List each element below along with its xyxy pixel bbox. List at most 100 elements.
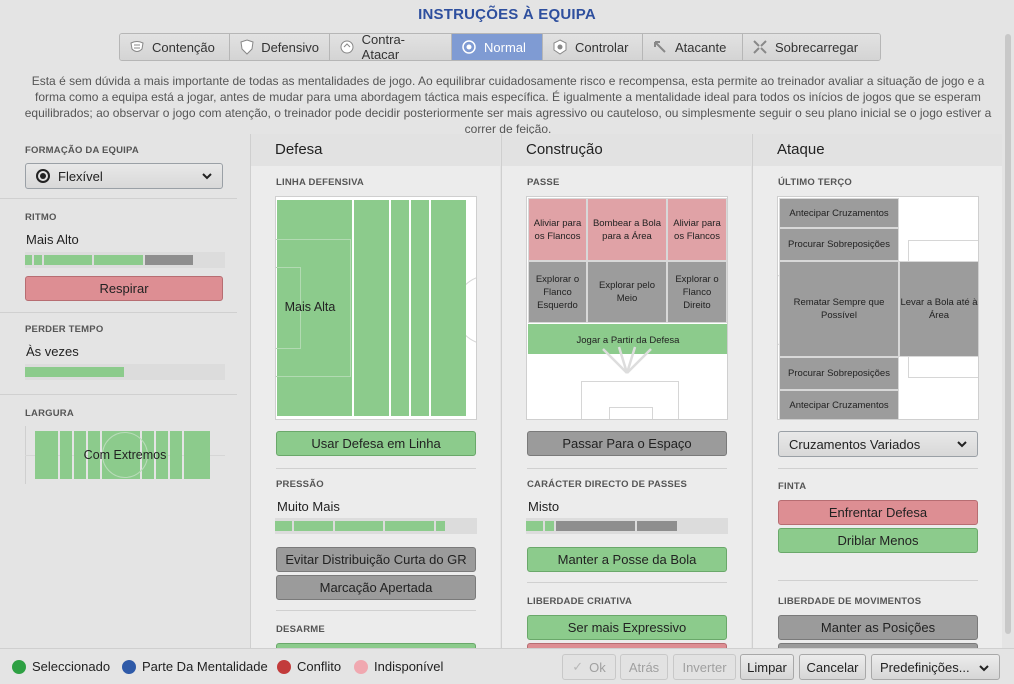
procurar-sobreposicoes-top-zone[interactable]: Procurar Sobreposições	[779, 228, 899, 261]
team-settings-panel: FORMAÇÃO DA EQUIPA Flexível RITMO Mais A…	[0, 134, 250, 648]
scrollbar-thumb[interactable]	[1005, 34, 1011, 634]
antecipar-cruzamentos-top-zone[interactable]: Antecipar Cruzamentos	[779, 198, 899, 228]
manter-posse-button[interactable]: Manter a Posse da Bola	[527, 547, 727, 572]
ataque-column: Ataque ÚLTIMO TERÇO Antecipar Cruzamento…	[752, 134, 1002, 648]
aliviar-flancos-dir-zone[interactable]: Aliviar para os Flancos	[667, 198, 727, 261]
perder-tempo-slider[interactable]	[25, 364, 225, 380]
enfrentar-defesa-button[interactable]: Enfrentar Defesa	[778, 500, 978, 525]
caracter-directo-slider[interactable]	[526, 518, 728, 534]
tab-contra-atacar[interactable]: Contra-Atacar	[330, 34, 452, 60]
passe-label: PASSE	[527, 177, 560, 188]
legend-seleccionado: Seleccionado	[12, 659, 110, 674]
divider	[0, 312, 237, 313]
tab-controlar[interactable]: Controlar	[543, 34, 643, 60]
jogar-defesa-zone[interactable]: Jogar a Partir da Defesa	[528, 324, 727, 354]
bombear-zone[interactable]: Bombear a Bola para a Área	[587, 198, 667, 261]
legend-label: Indisponível	[374, 659, 444, 674]
contencao-icon	[128, 38, 146, 56]
pink-dot-icon	[354, 659, 368, 674]
divider	[276, 610, 476, 611]
balance-icon	[460, 38, 478, 56]
ritmo-slider[interactable]	[25, 252, 225, 268]
explorar-meio-zone[interactable]: Explorar pelo Meio	[587, 261, 667, 323]
antecipar-cruzamentos-bottom-zone[interactable]: Antecipar Cruzamentos	[779, 390, 899, 419]
rematar-zone[interactable]: Rematar Sempre que Possível	[779, 261, 899, 357]
linha-defensiva-label: LINHA DEFENSIVA	[276, 177, 364, 188]
tab-sobrecarregar[interactable]: Sobrecarregar	[743, 34, 880, 60]
divider	[276, 468, 476, 469]
ataque-title: Ataque	[753, 134, 1002, 166]
usar-defesa-em-linha-button[interactable]: Usar Defesa em Linha	[276, 431, 476, 456]
manter-posicoes-button[interactable]: Manter as Posições	[778, 615, 978, 640]
limpar-button[interactable]: Limpar	[740, 654, 794, 680]
pressao-label: PRESSÃO	[276, 479, 324, 490]
tab-label: Normal	[484, 39, 526, 55]
formation-value: Flexível	[58, 168, 103, 184]
divider	[778, 468, 978, 469]
tab-normal[interactable]: Normal	[452, 34, 543, 60]
caracter-directo-value: Misto	[528, 499, 560, 514]
linha-defensiva-value: Mais Alta	[284, 299, 336, 314]
tab-label: Defensivo	[261, 39, 319, 55]
liberdade-criativa-label: LIBERDADE CRIATIVA	[527, 596, 633, 607]
ser-mais-expressivo-button[interactable]: Ser mais Expressivo	[527, 615, 727, 640]
respirar-button[interactable]: Respirar	[25, 276, 223, 301]
tab-defensivo[interactable]: Defensivo	[230, 34, 330, 60]
cancelar-button[interactable]: Cancelar	[799, 654, 866, 680]
liberdade-movimentos-label: LIBERDADE DE MOVIMENTOS	[778, 596, 922, 607]
ritmo-value: Mais Alto	[26, 232, 79, 247]
largura-pitch[interactable]: Com Extremos	[25, 426, 225, 484]
formation-icon	[36, 169, 50, 183]
liberdade-red-button[interactable]	[527, 643, 727, 648]
passar-para-espaco-button[interactable]: Passar Para o Espaço	[527, 431, 727, 456]
tab-label: Contra-Atacar	[361, 33, 406, 61]
pass-arrows-icon	[602, 346, 652, 374]
legend-label: Parte Da Mentalidade	[142, 659, 268, 674]
divider	[778, 580, 978, 581]
aliviar-flancos-esq-zone[interactable]: Aliviar para os Flancos	[528, 198, 587, 261]
overload-icon	[751, 38, 769, 56]
driblar-menos-button[interactable]: Driblar Menos	[778, 528, 978, 553]
desarme-label: DESARME	[276, 624, 325, 635]
marcacao-apertada-button[interactable]: Marcação Apertada	[276, 575, 476, 600]
cruzamentos-dropdown[interactable]: Cruzamentos Variados	[778, 431, 978, 457]
attack-icon	[651, 38, 669, 56]
red-dot-icon	[277, 659, 291, 674]
legend-label: Seleccionado	[32, 659, 111, 674]
counter-icon	[338, 38, 356, 56]
passe-pitch[interactable]: Aliviar para os Flancos Bombear a Bola p…	[526, 196, 728, 420]
movimentos-second-button[interactable]	[778, 643, 978, 648]
procurar-sobreposicoes-bottom-zone[interactable]: Procurar Sobreposições	[779, 357, 899, 390]
ultimo-terco-pitch[interactable]: Antecipar Cruzamentos Procurar Sobreposi…	[777, 196, 979, 420]
defesa-title: Defesa	[251, 134, 500, 166]
tab-contencao[interactable]: Contenção	[120, 34, 230, 60]
ok-button[interactable]: ✓ Ok	[562, 654, 616, 680]
desarme-button[interactable]	[276, 643, 476, 648]
ritmo-label: RITMO	[25, 212, 57, 223]
formation-label: FORMAÇÃO DA EQUIPA	[25, 145, 139, 156]
predefinicoes-button[interactable]: Predefinições...	[871, 654, 1000, 680]
legend-conflito: Conflito	[277, 659, 341, 674]
explorar-esq-zone[interactable]: Explorar o Flanco Esquerdo	[528, 261, 587, 323]
formation-dropdown[interactable]: Flexível	[25, 163, 223, 189]
tab-label: Contenção	[152, 39, 215, 55]
pressao-value: Muito Mais	[277, 499, 340, 514]
mentality-description: Esta é sem dúvida a mais importante de t…	[24, 74, 992, 136]
explorar-dir-zone[interactable]: Explorar o Flanco Direito	[667, 261, 727, 323]
tab-atacante[interactable]: Atacante	[643, 34, 743, 60]
caracter-directo-label: CARÁCTER DIRECTO DE PASSES	[527, 479, 688, 490]
legend-indisponivel: Indisponível	[354, 659, 443, 674]
inverter-button[interactable]: Inverter	[673, 654, 736, 680]
pressao-slider[interactable]	[275, 518, 477, 534]
scrollbar[interactable]	[1004, 34, 1012, 644]
shield-icon	[238, 38, 255, 56]
divider	[0, 198, 237, 199]
blue-dot-icon	[122, 659, 136, 674]
evitar-distribuicao-gr-button[interactable]: Evitar Distribuição Curta do GR	[276, 547, 476, 572]
levar-bola-zone[interactable]: Levar a Bola até à Área	[899, 261, 978, 357]
green-dot-icon	[12, 659, 26, 674]
linha-defensiva-pitch[interactable]: Mais Alta	[275, 196, 477, 420]
atras-button[interactable]: Atrás	[620, 654, 668, 680]
predefinicoes-label: Predefinições...	[880, 659, 970, 675]
chevron-down-icon	[979, 665, 989, 672]
